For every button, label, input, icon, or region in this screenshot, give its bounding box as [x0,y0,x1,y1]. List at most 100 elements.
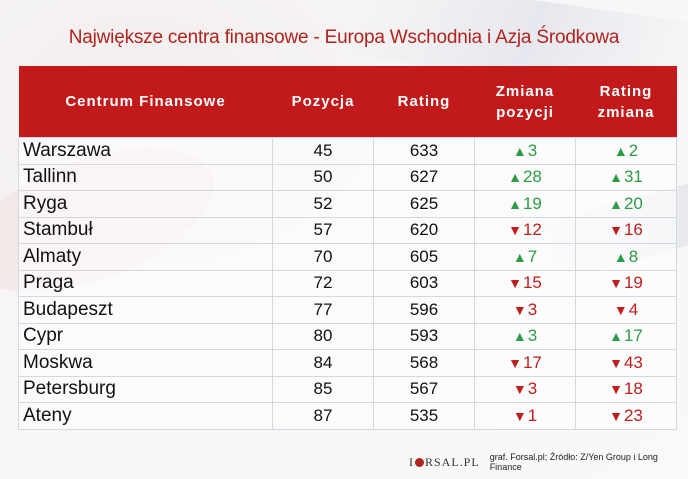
cell-center-name: Moskwa [18,349,273,377]
triangle-up-icon: ▲ [609,328,623,345]
change-value: 17 [623,326,643,346]
triangle-down-icon: ▼ [609,354,623,371]
cell-rating: 567 [373,375,475,403]
cell-rating-zmiana: ▲8 [575,243,677,271]
triangle-down-icon: ▼ [508,275,522,292]
cell-center-name: Stambuł [18,216,273,244]
triangle-down-icon: ▼ [609,275,623,292]
cell-rating: 535 [373,402,475,430]
cell-rating: 603 [373,269,475,297]
cell-zmiana-pozycji: ▲7 [474,243,576,271]
change-value: 43 [623,352,643,372]
source-note: graf. Forsal.pl; Źródło: Z/Yen Group i L… [489,452,658,472]
triangle-down-icon: ▼ [508,222,522,239]
triangle-down-icon: ▼ [609,222,623,239]
cell-pozycja: 52 [272,190,374,218]
change-value: 23 [623,405,643,425]
cell-rating-zmiana: ▼19 [575,269,677,297]
logo-circle-icon [415,457,424,467]
forsal-logo: I RSAL.PL [409,454,480,469]
cell-pozycja: 50 [272,163,374,191]
cell-rating-zmiana: ▼16 [575,216,677,244]
header-rating: Rating [373,66,475,138]
triangle-down-icon: ▼ [512,381,527,398]
cell-rating-zmiana: ▼23 [575,402,677,430]
change-value: 15 [522,273,542,293]
triangle-up-icon: ▲ [508,195,522,212]
triangle-up-icon: ▲ [609,195,623,212]
cell-center-name: Almaty [18,243,273,271]
cell-center-name: Tallinn [18,163,273,191]
header-zmiana-pozycji: Zmiana pozycji [474,66,576,138]
cell-center-name: Warszawa [18,137,273,165]
cell-center-name: Cypr [18,322,273,350]
cell-rating: 605 [373,243,475,271]
change-value: 2 [628,140,639,160]
table-row: Cypr 80 593 ▲3 ▲17 [18,322,677,350]
change-value: 3 [527,299,538,319]
change-value: 20 [623,193,643,213]
triangle-up-icon: ▲ [613,248,628,265]
cell-zmiana-pozycji: ▲3 [474,322,576,350]
triangle-down-icon: ▼ [609,381,623,398]
cell-zmiana-pozycji: ▼3 [474,296,576,324]
table-row: Ateny 87 535 ▼1 ▼23 [18,402,677,430]
cell-pozycja: 57 [272,216,374,244]
footer: I RSAL.PL graf. Forsal.pl; Źródło: Z/Yen… [409,452,688,472]
cell-rating: 568 [373,349,475,377]
change-value: 3 [527,140,538,160]
cell-pozycja: 70 [272,243,374,271]
cell-zmiana-pozycji: ▼17 [474,349,576,377]
change-value: 19 [522,193,542,213]
cell-rating: 593 [373,322,475,350]
table-header-row: Centrum Finansowe Pozycja Rating Zmiana p… [18,66,677,138]
cell-zmiana-pozycji: ▲3 [474,137,576,165]
triangle-down-icon: ▼ [508,354,522,371]
triangle-up-icon: ▲ [512,142,527,159]
cell-rating-zmiana: ▲20 [575,190,677,218]
triangle-down-icon: ▼ [512,301,527,318]
cell-center-name: Petersburg [18,375,273,403]
change-value: 28 [522,167,542,187]
cell-center-name: Praga [18,269,273,297]
cell-zmiana-pozycji: ▼15 [474,269,576,297]
change-value: 4 [628,299,639,319]
cell-rating: 633 [373,137,475,165]
cell-pozycja: 72 [272,269,374,297]
cell-rating: 627 [373,163,475,191]
change-value: 16 [623,220,643,240]
triangle-up-icon: ▲ [512,328,527,345]
change-value: 3 [527,326,538,346]
cell-pozycja: 84 [272,349,374,377]
cell-rating: 625 [373,190,475,218]
table-row: Ryga 52 625 ▲19 ▲20 [18,190,677,218]
cell-zmiana-pozycji: ▲28 [474,163,576,191]
triangle-up-icon: ▲ [613,142,628,159]
cell-center-name: Ateny [18,402,273,430]
cell-pozycja: 85 [272,375,374,403]
change-value: 18 [623,379,643,399]
chart-title: Największe centra finansowe - Europa Wsc… [68,27,620,48]
table-row: Stambuł 57 620 ▼12 ▼16 [18,216,677,244]
change-value: 7 [527,246,538,266]
cell-zmiana-pozycji: ▼3 [474,375,576,403]
change-value: 1 [527,405,538,425]
header-pozycja: Pozycja [272,66,374,138]
triangle-up-icon: ▲ [512,248,527,265]
table-row: Warszawa 45 633 ▲3 ▲2 [18,137,677,165]
cell-rating: 596 [373,296,475,324]
cell-center-name: Ryga [18,190,273,218]
change-value: 17 [522,352,542,372]
cell-pozycja: 80 [272,322,374,350]
header-centrum: Centrum Finansowe [18,66,273,138]
change-value: 31 [623,167,643,187]
triangle-down-icon: ▼ [512,407,527,424]
cell-zmiana-pozycji: ▼12 [474,216,576,244]
cell-rating-zmiana: ▲31 [575,163,677,191]
cell-rating-zmiana: ▲17 [575,322,677,350]
change-value: 12 [522,220,542,240]
cell-pozycja: 45 [272,137,374,165]
cell-pozycja: 77 [272,296,374,324]
cell-rating-zmiana: ▼43 [575,349,677,377]
cell-zmiana-pozycji: ▲19 [474,190,576,218]
